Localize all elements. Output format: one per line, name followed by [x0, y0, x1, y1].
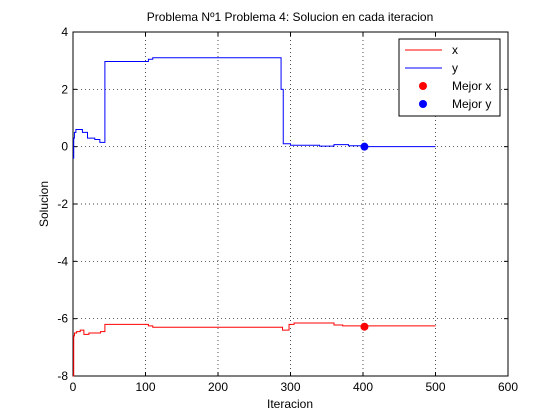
y-tick-label: 2: [61, 82, 68, 96]
legend-label: Mejor y: [452, 97, 491, 111]
series-lines: [73, 58, 436, 376]
marker-point-mejor-y: [360, 143, 368, 151]
y-tick-label: -2: [57, 197, 68, 211]
x-tick-label: 600: [498, 380, 518, 394]
best-markers: [360, 143, 368, 331]
legend-dot-swatch: [419, 82, 427, 90]
x-tick-label: 500: [425, 380, 445, 394]
series-line-y: [73, 58, 436, 158]
y-tick-label: 0: [61, 140, 68, 154]
series-line-x: [73, 323, 436, 376]
marker-point-mejor-x: [360, 323, 368, 331]
y-axis-label: Solucion: [37, 181, 51, 227]
y-tick-label: -6: [57, 312, 68, 326]
legend: xy Mejor x Mejor y: [399, 39, 500, 116]
x-tick-label: 200: [208, 380, 228, 394]
y-tick-label: -4: [57, 254, 68, 268]
y-tick-label: 4: [61, 25, 68, 39]
y-tick-label: -8: [57, 369, 68, 383]
legend-dot-swatch: [419, 100, 427, 108]
x-tick-label: 0: [70, 380, 77, 394]
x-tick-label: 300: [280, 380, 300, 394]
x-axis-label: Iteracion: [267, 397, 313, 411]
legend-label: Mejor x: [452, 79, 491, 93]
x-tick-label: 400: [353, 380, 373, 394]
legend-label: x: [452, 43, 458, 57]
x-tick-label: 100: [135, 380, 155, 394]
chart-title: Problema Nº1 Problema 4: Solucion en cad…: [147, 10, 434, 24]
legend-label: y: [452, 61, 458, 75]
